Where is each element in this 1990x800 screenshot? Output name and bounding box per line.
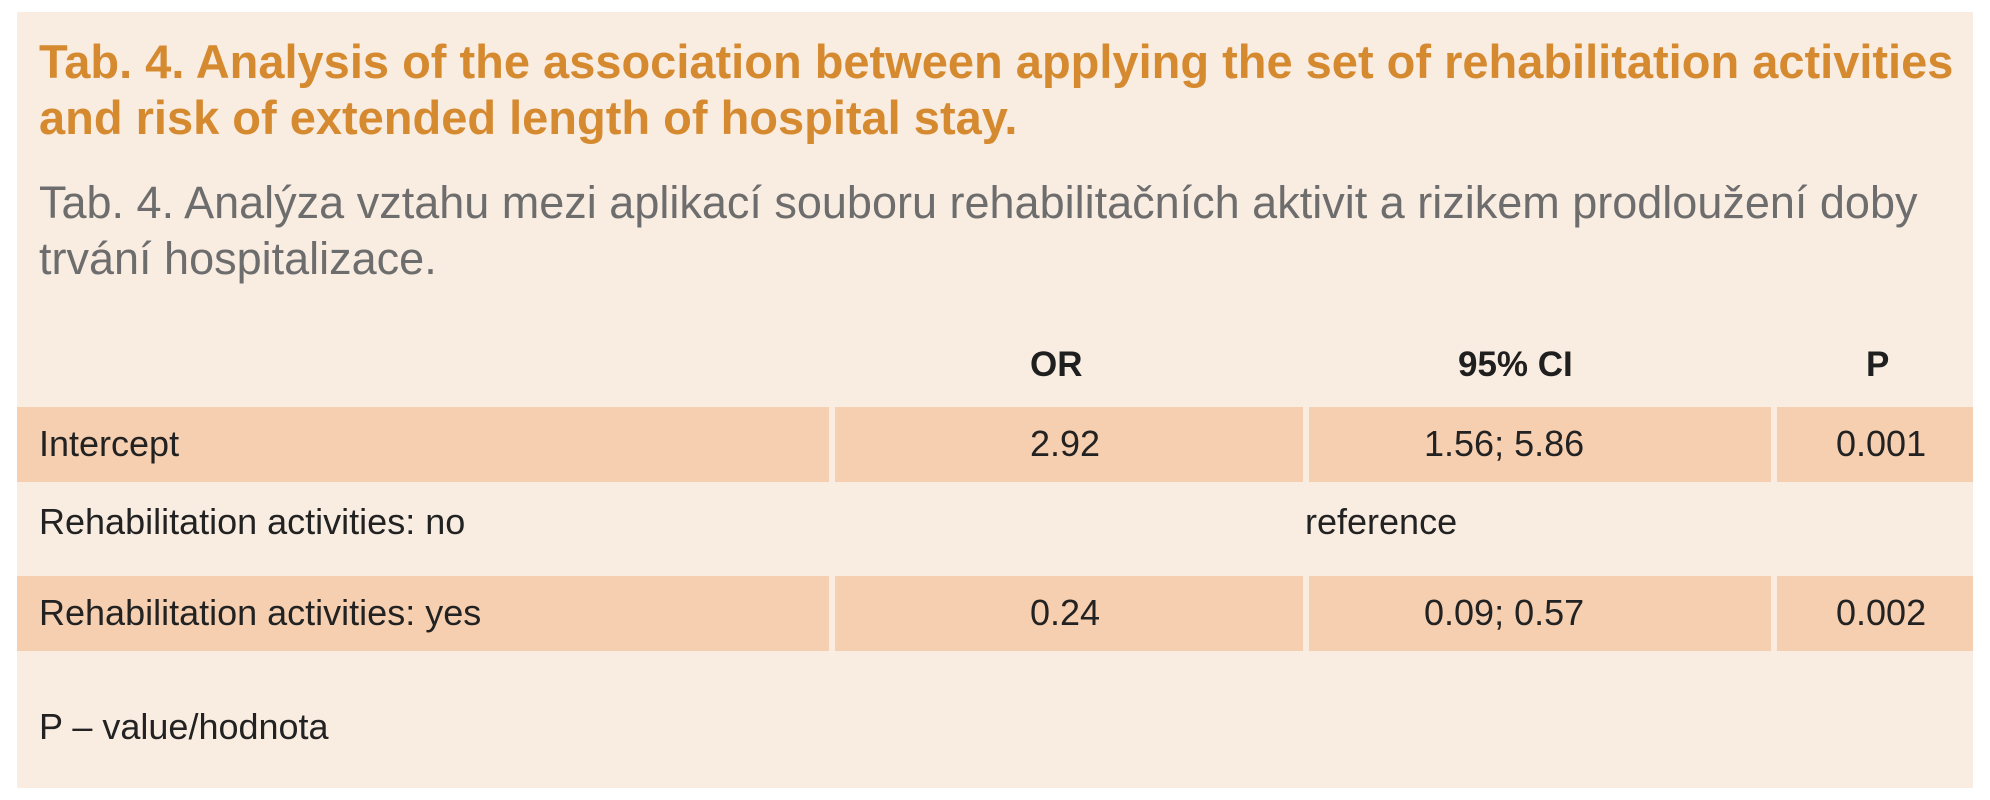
row-label: Rehabilitation activities: no	[39, 501, 466, 542]
p-value: 0.002	[1836, 592, 1927, 633]
row-band-ci	[1309, 407, 1771, 482]
row-band-p	[1777, 407, 1973, 482]
table-title-czech: Tab. 4. Analýza vztahu mezi aplikací sou…	[39, 177, 1918, 284]
row-band-p	[1777, 576, 1973, 651]
row-label: Rehabilitation activities: yes	[39, 592, 482, 633]
p-value: 0.001	[1836, 423, 1927, 464]
table-title-english: Tab. 4. Analysis of the association betw…	[39, 35, 1954, 144]
column-header-ci: 95% CI	[1458, 345, 1573, 384]
row-band-or	[835, 407, 1303, 482]
or-value: 0.24	[1030, 592, 1101, 633]
row-band-label	[17, 576, 829, 651]
table-panel: Tab. 4. Analysis of the association betw…	[17, 12, 1973, 788]
ci-value: 0.09; 0.57	[1424, 592, 1585, 633]
footnote: P – value/hodnota	[39, 706, 329, 747]
reference-label: reference	[1305, 501, 1458, 542]
row-band-or	[835, 576, 1303, 651]
row-band-label	[17, 407, 829, 482]
or-value: 2.92	[1030, 423, 1101, 464]
row-label: Intercept	[39, 423, 180, 464]
ci-value: 1.56; 5.86	[1424, 423, 1585, 464]
column-header-or: OR	[1030, 345, 1083, 384]
row-band-ci	[1309, 576, 1771, 651]
column-header-p: P	[1866, 345, 1890, 384]
